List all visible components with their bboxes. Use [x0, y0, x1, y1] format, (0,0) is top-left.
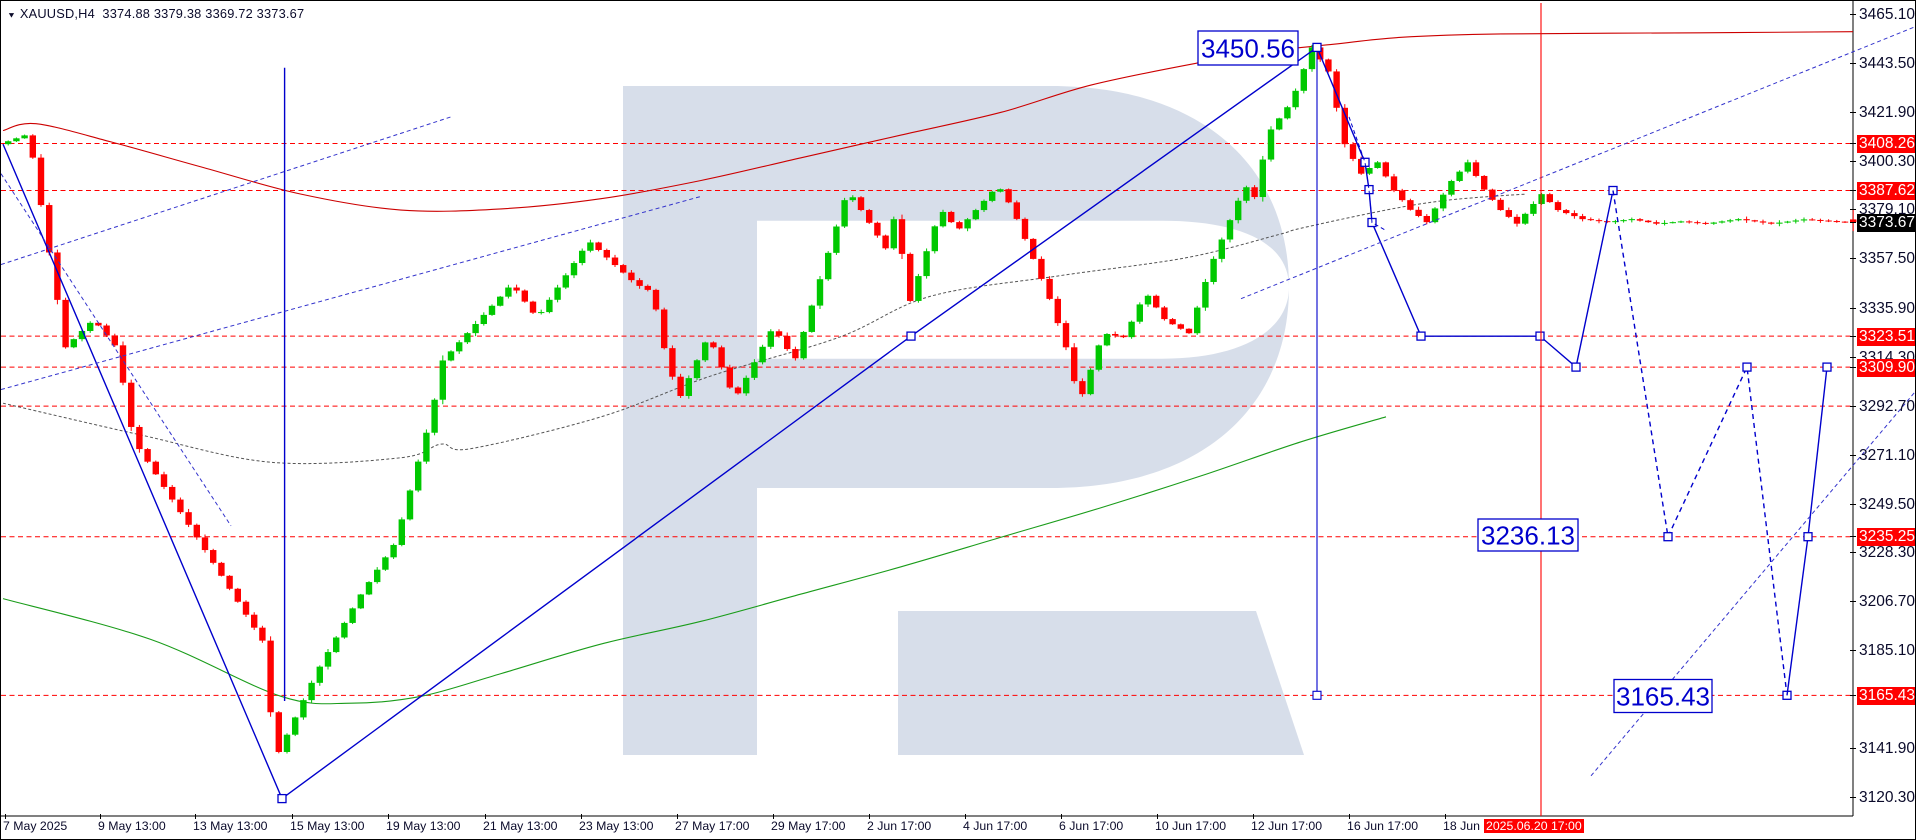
svg-text:3165.43: 3165.43 [1616, 681, 1710, 711]
svg-text:3236.13: 3236.13 [1481, 520, 1575, 550]
svg-text:3450.56: 3450.56 [1201, 33, 1295, 63]
